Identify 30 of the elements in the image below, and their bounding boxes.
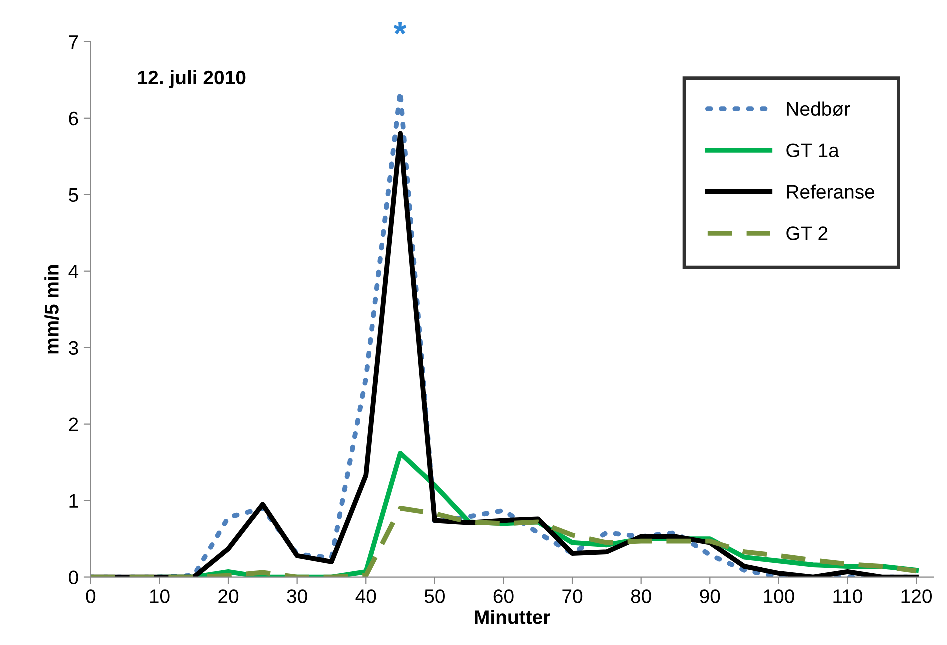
y-tick-label: 7: [69, 36, 78, 49]
legend-label: GT 2: [786, 226, 828, 240]
y-axis-title: mm/5 min: [44, 265, 60, 354]
x-tick-label: 100: [764, 590, 794, 604]
x-tick-label: 80: [631, 590, 652, 604]
x-tick-label: 110: [834, 590, 862, 604]
x-tick-label: 120: [902, 590, 932, 604]
y-tick-label: 2: [69, 418, 78, 432]
line-series: [90, 506, 919, 578]
y-tick-label: 5: [69, 188, 78, 202]
x-tick-label: 60: [494, 590, 514, 604]
x-tick-label: 30: [287, 590, 308, 604]
x-tick-label: 50: [424, 590, 445, 604]
x-tick-label: 40: [356, 590, 376, 604]
x-tick-label: 0: [86, 590, 96, 604]
y-tick-label: 6: [69, 112, 78, 126]
legend-label: Nedbør: [787, 102, 850, 116]
legend-label: GT 1a: [786, 144, 840, 158]
y-tick-label: 4: [68, 265, 79, 278]
x-tick-label: 90: [700, 590, 720, 604]
legend-label: Referanse: [787, 184, 875, 199]
x-axis-title: Minutter: [475, 610, 550, 624]
y-tick-label: 3: [69, 341, 78, 356]
x-tick-label: 70: [562, 590, 583, 604]
y-tick-label: 1: [70, 494, 78, 508]
y-tick-label: 0: [69, 570, 78, 585]
x-tick-label: 20: [218, 590, 239, 604]
text: 12. juli 2010: [138, 70, 246, 88]
x-tick-label: 10: [150, 590, 170, 604]
text: *: [394, 22, 407, 35]
